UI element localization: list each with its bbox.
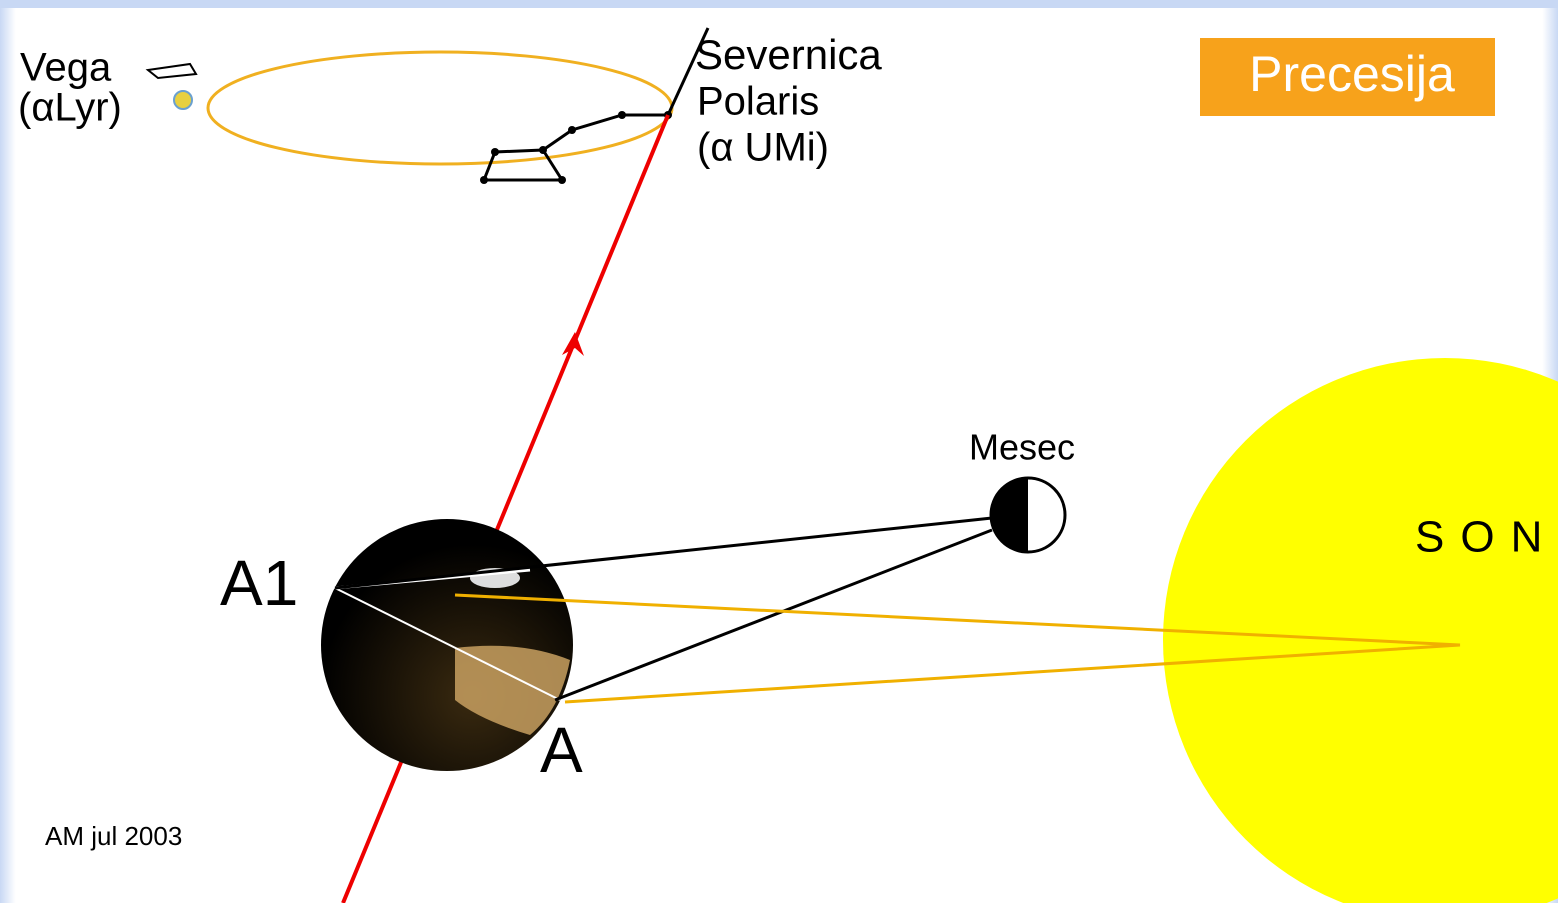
polaris-name-1: Severnica xyxy=(695,31,882,78)
moon-shadow xyxy=(991,478,1028,552)
point-a1: A1 xyxy=(220,547,298,619)
earth-axis xyxy=(341,114,670,903)
sun xyxy=(1163,358,1558,903)
moon-line-1 xyxy=(334,516,993,590)
axis-top xyxy=(666,27,710,116)
sun-label: SONCE xyxy=(1415,513,1558,562)
top-border xyxy=(0,0,1558,8)
moon-label: Mesec xyxy=(969,427,1075,468)
a-marker xyxy=(334,587,561,701)
title: Precesija xyxy=(1249,46,1455,102)
stars xyxy=(480,111,672,184)
moon-line-2 xyxy=(554,528,993,702)
continent xyxy=(455,645,570,735)
earth xyxy=(321,519,573,771)
sun-lines xyxy=(454,593,1461,704)
lyra xyxy=(145,62,198,80)
axis-arrow xyxy=(562,332,584,356)
vega-name: Vega xyxy=(20,46,112,90)
polaris-name-2: Polaris xyxy=(697,80,819,124)
credit: AM jul 2003 xyxy=(45,821,182,851)
title-box xyxy=(1200,38,1495,116)
vega-star xyxy=(173,90,193,110)
point-a: A xyxy=(540,714,583,786)
vega-designation: (αLyr) xyxy=(18,86,122,130)
polaris-designation: (α UMi) xyxy=(697,126,829,170)
little-dipper xyxy=(481,113,668,182)
